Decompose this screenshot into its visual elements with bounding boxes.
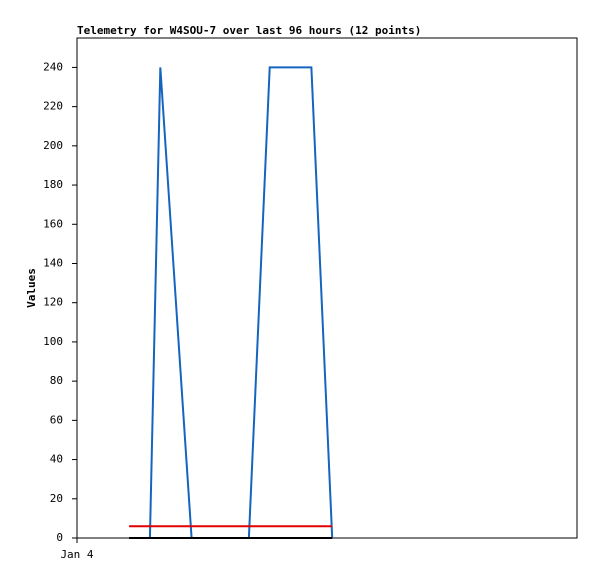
y-tick-label: 220: [43, 100, 63, 113]
y-tick-label: 20: [50, 492, 63, 505]
y-tick-label: 180: [43, 178, 63, 191]
y-tick-label: 140: [43, 256, 63, 269]
y-tick-label: 60: [50, 413, 63, 426]
y-tick-label: 240: [43, 60, 63, 73]
y-axis-label: Values: [25, 268, 38, 308]
y-tick-label: 160: [43, 217, 63, 230]
y-tick-label: 100: [43, 335, 63, 348]
y-tick-label: 120: [43, 296, 63, 309]
chart-title: Telemetry for W4SOU-7 over last 96 hours…: [77, 24, 421, 37]
y-tick-label: 40: [50, 453, 63, 466]
x-tick-label: Jan 4: [60, 548, 93, 561]
y-tick-label: 200: [43, 139, 63, 152]
y-tick-label: 80: [50, 374, 63, 387]
y-tick-label: 0: [56, 531, 63, 544]
